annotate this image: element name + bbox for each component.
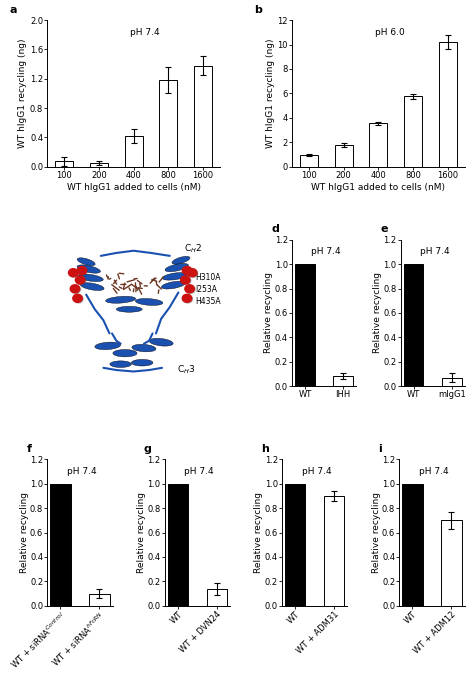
Ellipse shape <box>113 349 137 357</box>
Ellipse shape <box>77 258 95 266</box>
Ellipse shape <box>149 339 173 346</box>
Y-axis label: Relative recycling: Relative recycling <box>254 492 263 573</box>
Text: C$_H$2: C$_H$2 <box>183 242 202 255</box>
Text: pH 7.4: pH 7.4 <box>420 248 449 256</box>
Bar <box>335 145 353 167</box>
Bar <box>207 589 227 606</box>
Bar <box>300 155 318 167</box>
Text: f: f <box>27 444 32 454</box>
Circle shape <box>182 294 192 302</box>
Circle shape <box>76 277 86 285</box>
Text: b: b <box>254 5 262 15</box>
Bar <box>194 65 212 167</box>
Ellipse shape <box>165 263 188 272</box>
Circle shape <box>75 276 85 284</box>
Circle shape <box>73 295 83 303</box>
Circle shape <box>183 267 192 275</box>
Y-axis label: Relative recycling: Relative recycling <box>372 492 381 573</box>
Y-axis label: WT hIgG1 recycling (ng): WT hIgG1 recycling (ng) <box>18 38 27 148</box>
Ellipse shape <box>95 342 120 350</box>
Circle shape <box>71 285 81 293</box>
Circle shape <box>188 269 198 277</box>
Ellipse shape <box>131 359 153 366</box>
X-axis label: WT hIgG1 added to cells (nM): WT hIgG1 added to cells (nM) <box>66 182 201 192</box>
Bar <box>438 42 456 167</box>
Circle shape <box>182 267 192 275</box>
Ellipse shape <box>161 281 185 289</box>
Text: pH 7.4: pH 7.4 <box>311 248 341 256</box>
Text: g: g <box>144 444 152 454</box>
Text: d: d <box>272 224 280 234</box>
Ellipse shape <box>77 265 100 273</box>
Y-axis label: Relative recycling: Relative recycling <box>264 273 273 353</box>
Bar <box>324 496 344 606</box>
Bar <box>369 123 387 167</box>
Ellipse shape <box>132 345 156 352</box>
X-axis label: WT hIgG1 added to cells (nM): WT hIgG1 added to cells (nM) <box>311 182 446 192</box>
Bar <box>125 136 143 167</box>
Circle shape <box>181 276 190 284</box>
Text: pH 7.4: pH 7.4 <box>67 467 97 476</box>
Circle shape <box>73 294 82 302</box>
Text: a: a <box>9 5 17 15</box>
Text: pH 7.4: pH 7.4 <box>130 28 160 37</box>
Circle shape <box>187 269 197 277</box>
Circle shape <box>185 285 194 293</box>
Ellipse shape <box>136 299 163 306</box>
Bar <box>90 163 108 167</box>
Text: H310A: H310A <box>196 273 221 282</box>
Ellipse shape <box>162 273 188 280</box>
Bar <box>168 484 188 606</box>
Bar <box>295 264 315 386</box>
Bar <box>404 96 422 167</box>
Ellipse shape <box>106 296 136 304</box>
Text: pH 6.0: pH 6.0 <box>375 28 405 37</box>
Ellipse shape <box>81 283 104 291</box>
Text: h: h <box>261 444 269 454</box>
Bar <box>89 594 109 606</box>
Bar <box>403 264 423 386</box>
Bar <box>441 520 462 606</box>
Bar <box>402 484 423 606</box>
Text: pH 7.4: pH 7.4 <box>301 467 331 476</box>
Text: H435A: H435A <box>196 297 221 306</box>
Bar <box>50 484 71 606</box>
Bar <box>285 484 305 606</box>
Y-axis label: Relative recycling: Relative recycling <box>19 492 28 573</box>
Y-axis label: Relative recycling: Relative recycling <box>373 273 382 353</box>
Text: pH 7.4: pH 7.4 <box>419 467 448 476</box>
Ellipse shape <box>110 361 131 367</box>
Ellipse shape <box>172 256 190 264</box>
Text: e: e <box>380 224 388 234</box>
Ellipse shape <box>78 274 103 281</box>
Bar <box>159 80 177 167</box>
Circle shape <box>69 269 78 277</box>
Text: C$_H$3: C$_H$3 <box>177 364 195 376</box>
Text: I253A: I253A <box>196 285 218 294</box>
Circle shape <box>77 267 87 275</box>
Text: pH 7.4: pH 7.4 <box>184 467 214 476</box>
Y-axis label: Relative recycling: Relative recycling <box>137 492 146 573</box>
Circle shape <box>186 285 195 293</box>
Text: i: i <box>378 444 382 454</box>
Circle shape <box>69 269 79 277</box>
Bar <box>55 162 73 167</box>
Circle shape <box>78 267 88 275</box>
Circle shape <box>182 277 191 285</box>
Bar <box>333 376 353 386</box>
Bar <box>442 378 462 386</box>
Y-axis label: WT hIgG1 recycling (ng): WT hIgG1 recycling (ng) <box>266 38 275 148</box>
Circle shape <box>183 295 192 303</box>
Ellipse shape <box>116 306 142 312</box>
Circle shape <box>70 285 80 293</box>
